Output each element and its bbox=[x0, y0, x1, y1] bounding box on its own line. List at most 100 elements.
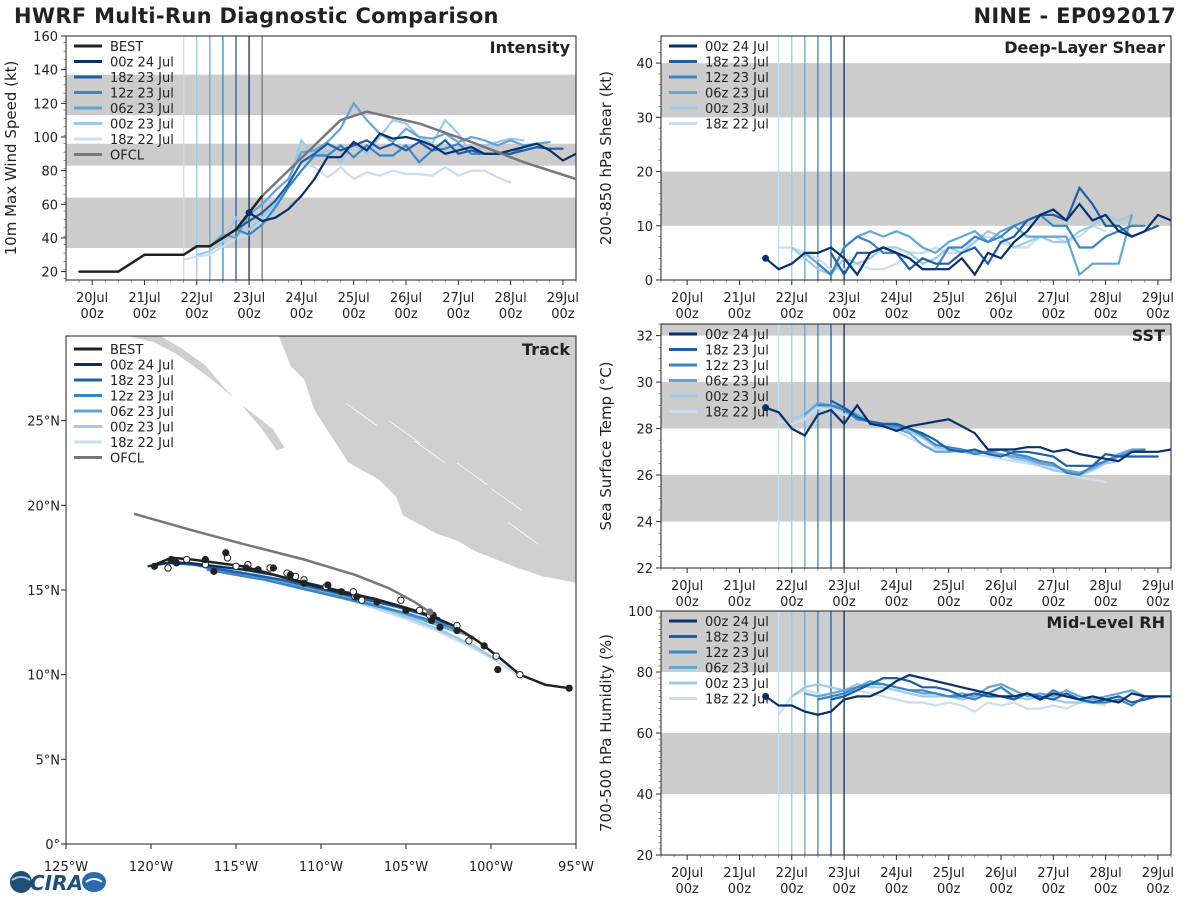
rh-point-1-0 bbox=[830, 698, 832, 701]
sst-point-1-21 bbox=[1104, 453, 1107, 456]
rh-point-1-8 bbox=[934, 686, 937, 689]
track-legend-label: BEST bbox=[110, 343, 143, 358]
sst-point-0-14 bbox=[947, 418, 950, 421]
shear-point-3-8 bbox=[908, 235, 911, 238]
sst-point-3-22 bbox=[1091, 467, 1094, 469]
intensity-point-2-9 bbox=[365, 149, 368, 152]
intensity-point-2-16 bbox=[457, 149, 460, 152]
shear-point-3-23 bbox=[1104, 262, 1107, 265]
intensity-point-4-11 bbox=[365, 144, 368, 147]
rh-point-4-10 bbox=[921, 695, 924, 698]
shear-point-4-10 bbox=[921, 262, 924, 265]
shear-point-4-20 bbox=[1052, 241, 1055, 243]
intensity-point-6-15 bbox=[392, 119, 394, 122]
shear-point-0-2 bbox=[790, 262, 793, 265]
shear-point-3-5 bbox=[869, 230, 872, 233]
rh-point-1-10 bbox=[960, 695, 963, 698]
rh-title: Mid-Level RH bbox=[1046, 613, 1165, 632]
intensity-point-3-12 bbox=[392, 142, 394, 145]
intensity-xtick-hour: 00z bbox=[290, 307, 314, 322]
shear-point-1-6 bbox=[908, 268, 911, 271]
sst-xtick-hour: 00z bbox=[675, 595, 699, 610]
intensity-point-1-6 bbox=[470, 141, 473, 143]
rh-point-4-22 bbox=[1078, 701, 1081, 704]
rh-point-0-4 bbox=[817, 713, 819, 716]
intensity-point-7-24 bbox=[496, 176, 499, 179]
shear-xtick-hour: 00z bbox=[675, 307, 699, 322]
rh-point-0-20 bbox=[1026, 692, 1029, 695]
rh-point-0-2 bbox=[790, 704, 793, 707]
shear-point-1-20 bbox=[1091, 203, 1094, 205]
sst-point-2-11 bbox=[960, 448, 963, 451]
intensity-point-6-0 bbox=[195, 253, 198, 256]
sst-point-0-8 bbox=[869, 423, 872, 425]
sst-point-1-18 bbox=[1065, 464, 1068, 467]
shear-point-4-9 bbox=[908, 251, 911, 254]
track-open-marker-0 bbox=[516, 670, 524, 679]
track-dot-best-2 bbox=[480, 642, 488, 650]
track-dot-best-8 bbox=[373, 598, 381, 606]
sst-point-2-6 bbox=[895, 425, 898, 428]
sst-point-5-3 bbox=[817, 406, 819, 409]
shear-point-4-21 bbox=[1065, 241, 1068, 243]
intensity-point-7-15 bbox=[378, 174, 381, 177]
rh-point-5-21 bbox=[1052, 704, 1055, 707]
shear-point-5-23 bbox=[1078, 235, 1081, 238]
track-ytick-label: 15°N bbox=[27, 584, 60, 599]
intensity-point-4-2 bbox=[248, 233, 250, 236]
intensity-point-7-13 bbox=[352, 178, 355, 180]
track-open-marker-5 bbox=[415, 606, 424, 615]
intensity-xtick-hour: 00z bbox=[499, 307, 523, 322]
intensity-xtick-day: 27Jul bbox=[442, 291, 474, 306]
intensity-point-2-20 bbox=[509, 149, 512, 152]
sst-point-5-2 bbox=[803, 418, 806, 421]
sst-legend-label: 06z 23 Jul bbox=[705, 375, 769, 390]
intensity-panel: 2040608010012014016020Jul00z21Jul00z22Ju… bbox=[2, 30, 579, 322]
rh-xtick-day: 29Jul bbox=[1142, 866, 1174, 881]
sst-point-3-8 bbox=[908, 432, 911, 435]
shear-xtick-hour: 00z bbox=[937, 307, 961, 322]
track-ytick-label: 20°N bbox=[27, 499, 60, 514]
sst-point-0-12 bbox=[921, 423, 924, 425]
rh-point-3-16 bbox=[1013, 689, 1015, 692]
track-open-marker-16 bbox=[232, 562, 240, 570]
intensity-point-6-19 bbox=[444, 119, 447, 122]
shear-point-3-19 bbox=[1052, 235, 1055, 238]
intensity-point-1-3 bbox=[339, 119, 342, 122]
track-xtick-label: 95°W bbox=[558, 860, 594, 875]
sst-point-0-11 bbox=[908, 425, 911, 428]
rh-point-2-12 bbox=[973, 698, 976, 701]
sst-band-2 bbox=[661, 324, 1171, 336]
rh-point-3-21 bbox=[1078, 695, 1081, 698]
shear-ytick-label: 0 bbox=[645, 274, 653, 289]
track-line-ofcl bbox=[133, 512, 431, 614]
track-open-marker-6 bbox=[397, 596, 405, 604]
sst-ytick-label: 28 bbox=[636, 423, 653, 438]
sst-point-1-2 bbox=[856, 416, 859, 418]
intensity-point-2-10 bbox=[378, 132, 381, 135]
rh-point-0-23 bbox=[1065, 695, 1068, 698]
intensity-point-1-1 bbox=[287, 169, 290, 172]
rh-point-1-11 bbox=[973, 692, 976, 695]
intensity-point-5-23 bbox=[509, 139, 512, 142]
shear-point-5-12 bbox=[934, 246, 937, 249]
rh-xtick-day: 23Jul bbox=[828, 866, 860, 881]
rh-point-2-7 bbox=[908, 689, 911, 692]
sst-point-4-17 bbox=[1013, 457, 1015, 460]
sst-point-0-9 bbox=[882, 425, 885, 428]
sst-series-00z-24-jul bbox=[765, 403, 1171, 463]
intensity-point-1-2 bbox=[313, 144, 316, 147]
rh-point-5-15 bbox=[973, 710, 976, 713]
rh-point-5-25 bbox=[1104, 704, 1107, 707]
track-dot-best-16 bbox=[242, 564, 250, 572]
shear-point-0-8 bbox=[869, 251, 872, 254]
intensity-point-2-15 bbox=[444, 152, 447, 155]
shear-point-3-12 bbox=[960, 235, 963, 238]
sst-point-2-18 bbox=[1052, 462, 1055, 465]
rh-point-0-21 bbox=[1039, 698, 1042, 701]
intensity-point-6-24 bbox=[509, 137, 512, 140]
rh-point-2-23 bbox=[1117, 698, 1120, 701]
sst-point-3-13 bbox=[973, 450, 976, 453]
shear-point-0-6 bbox=[843, 257, 845, 260]
intensity-point-6-20 bbox=[457, 132, 460, 135]
